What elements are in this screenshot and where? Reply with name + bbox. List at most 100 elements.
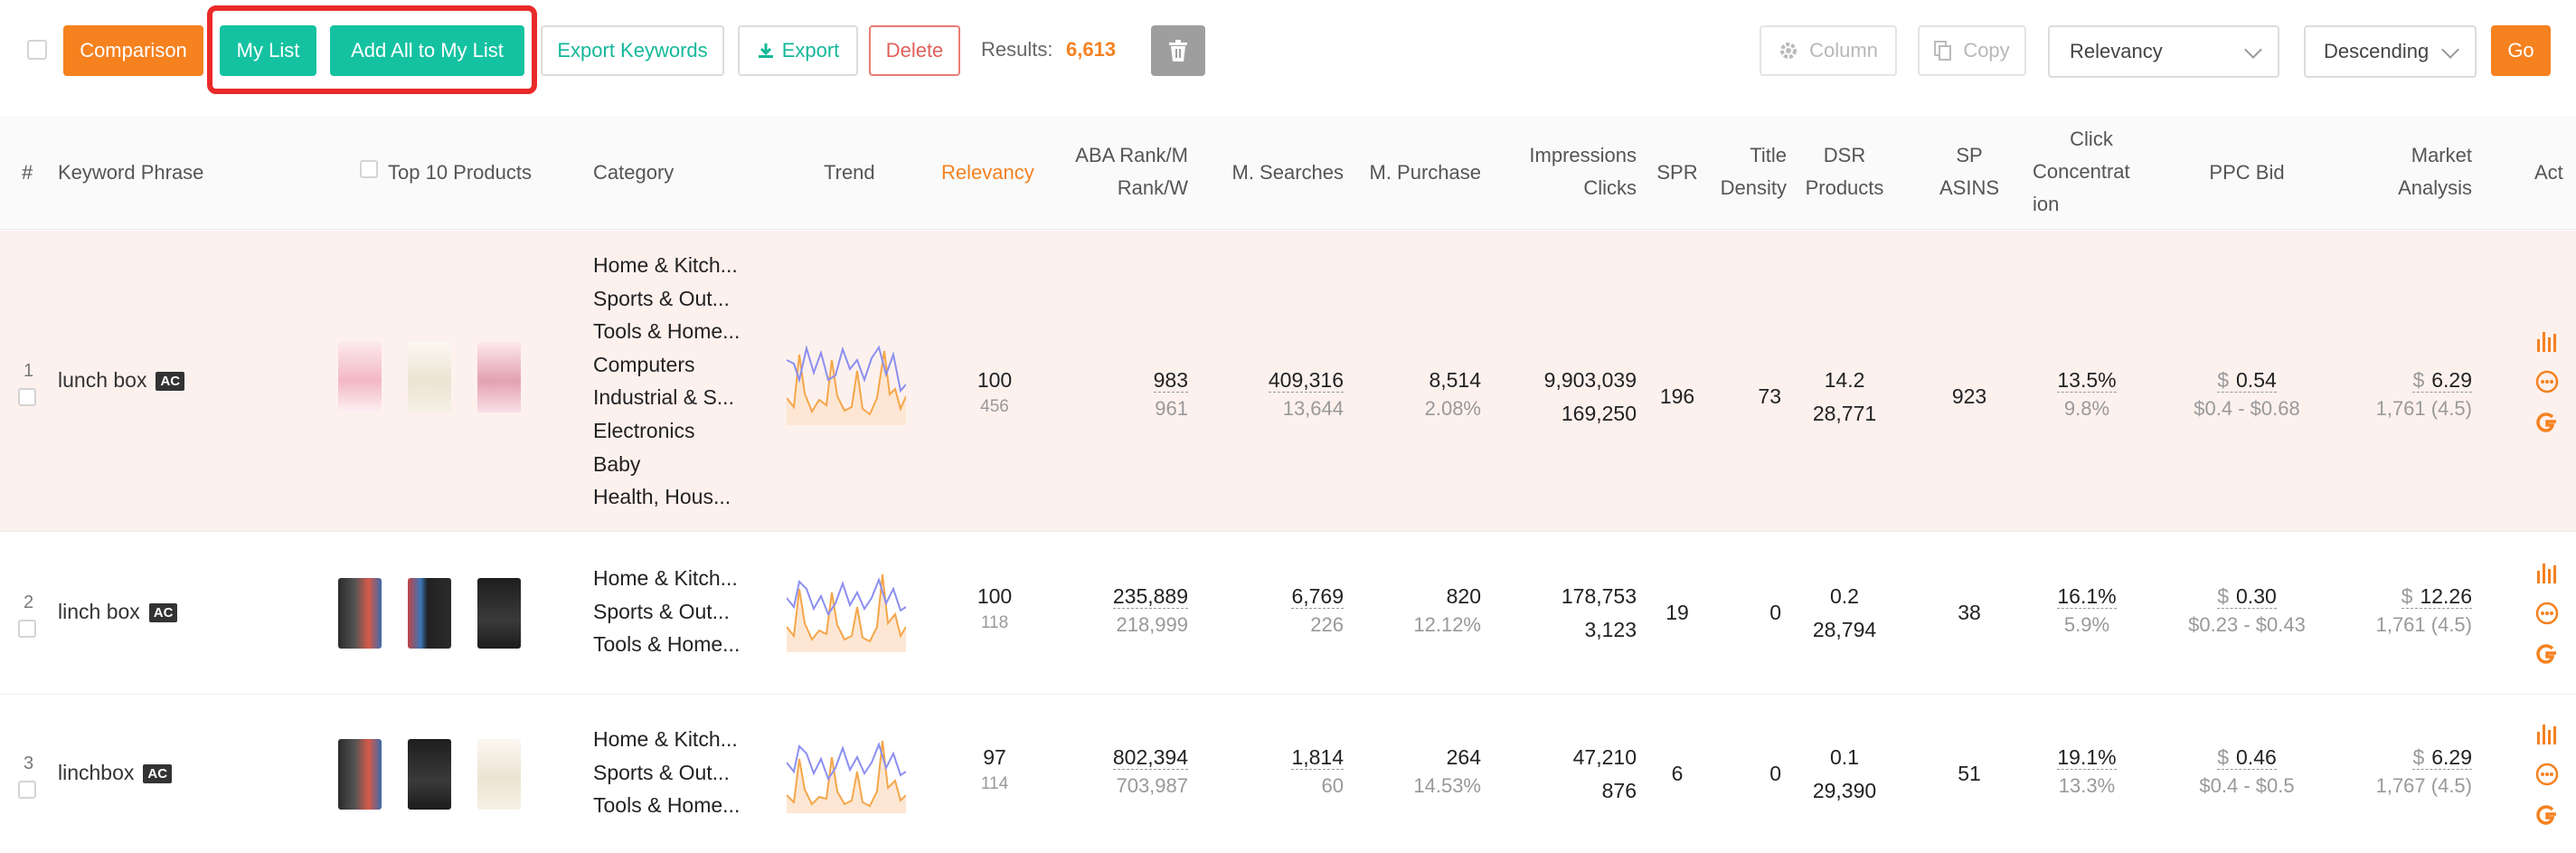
impressions-value: 9,903,039: [1543, 368, 1637, 392]
keyword-link[interactable]: linchbox AC: [58, 761, 173, 785]
product-thumbnail[interactable]: [338, 342, 382, 412]
click-concentration-value[interactable]: 19.1%: [2057, 745, 2117, 770]
product-thumbnail[interactable]: [477, 578, 521, 649]
m-searches-cell: 409,316 13,644: [1212, 364, 1344, 421]
google-icon[interactable]: [2534, 802, 2560, 828]
download-icon: [758, 43, 773, 58]
select-all-checkbox[interactable]: [27, 40, 47, 60]
toolbar: Comparison My List Add All to My List Ex…: [0, 0, 2576, 107]
sort-by-select[interactable]: Relevancy: [2048, 25, 2279, 78]
trend-sparkline[interactable]: [787, 344, 906, 425]
top10-checkbox[interactable]: [360, 160, 378, 178]
m-searches-value[interactable]: 1,814: [1291, 745, 1344, 770]
sort-order-select[interactable]: Descending: [2304, 25, 2477, 78]
google-icon[interactable]: [2534, 641, 2560, 667]
ppc-bid-value[interactable]: $0.30: [2217, 584, 2277, 609]
trash-button[interactable]: [1151, 25, 1205, 76]
click-concentration-value[interactable]: 16.1%: [2057, 584, 2117, 609]
dsr-cell: 0.2 28,794: [1799, 580, 1890, 646]
product-thumbnail[interactable]: [408, 739, 451, 810]
copy-button[interactable]: Copy: [1918, 25, 2026, 76]
comparison-button[interactable]: Comparison: [63, 25, 203, 76]
category-item: Home & Kitch...: [593, 727, 738, 751]
m-searches-value[interactable]: 409,316: [1268, 368, 1344, 393]
market-price[interactable]: $6.29: [2412, 745, 2472, 770]
row-checkbox[interactable]: [18, 781, 36, 799]
m-searches-sub: 13,644: [1282, 396, 1344, 420]
product-thumbnail[interactable]: [338, 739, 382, 810]
click-concentration-value[interactable]: 13.5%: [2057, 368, 2117, 393]
aba-rank-month[interactable]: 235,889: [1112, 584, 1188, 609]
bar-chart-icon[interactable]: [2534, 721, 2560, 746]
sp-asins-value: 51: [1958, 762, 1981, 785]
product-thumbnail[interactable]: [477, 739, 521, 810]
products-value: 29,390: [1812, 778, 1877, 802]
more-icon[interactable]: [2534, 369, 2560, 394]
col-sp-asins[interactable]: SP ASINS: [1926, 139, 2013, 204]
export-keywords-button[interactable]: Export Keywords: [541, 25, 724, 76]
product-thumbnail[interactable]: [408, 578, 451, 649]
col-impressions-clicks[interactable]: Impressions Clicks: [1501, 139, 1637, 204]
col-dsr-line1: DSR: [1823, 144, 1866, 166]
add-all-to-my-list-button[interactable]: Add All to My List: [330, 25, 524, 76]
row-checkbox[interactable]: [18, 620, 36, 638]
keyword-text: linch box: [58, 600, 140, 623]
category-item: Sports & Out...: [593, 286, 730, 310]
market-price[interactable]: $12.26: [2401, 584, 2472, 609]
col-m-searches[interactable]: M. Searches: [1231, 161, 1345, 184]
col-spr[interactable]: SPR: [1656, 161, 1698, 184]
col-title-density-line1: Title: [1750, 144, 1787, 166]
col-keyword-phrase[interactable]: Keyword Phrase: [58, 161, 204, 184]
go-button[interactable]: Go: [2491, 25, 2551, 76]
ppc-bid-value[interactable]: $0.46: [2217, 745, 2277, 770]
clicks-value: 876: [1601, 778, 1637, 802]
col-top-10-products: Top 10 Products: [388, 161, 532, 184]
col-aba-rank[interactable]: ABA Rank/M Rank/W: [1049, 139, 1188, 204]
product-thumbnail[interactable]: [408, 342, 451, 412]
column-label: Column: [1809, 39, 1878, 62]
trend-sparkline[interactable]: [787, 732, 906, 813]
category-item: Tools & Home...: [593, 632, 741, 657]
product-thumbnail[interactable]: [477, 342, 521, 412]
aba-rank-month[interactable]: 802,394: [1112, 745, 1188, 770]
col-aba-rank-line2: Rank/W: [1117, 176, 1188, 199]
delete-button[interactable]: Delete: [869, 25, 960, 76]
ppc-bid-cell: $0.30 $0.23 - $0.43: [2170, 580, 2324, 637]
my-list-button[interactable]: My List: [220, 25, 316, 76]
click-concentration-cell: 13.5% 9.8%: [2033, 364, 2141, 421]
col-click-concentration[interactable]: Click Concentrat ion: [2033, 123, 2150, 221]
keyword-link[interactable]: linch box AC: [58, 600, 178, 624]
col-m-purchase[interactable]: M. Purchase: [1369, 161, 1482, 184]
m-purchase-pct: 2.08%: [1424, 396, 1481, 420]
sort-by-value: Relevancy: [2070, 40, 2163, 62]
title-density-value: 0: [1769, 762, 1781, 785]
trend-sparkline[interactable]: [787, 571, 906, 652]
col-dsr-products[interactable]: DSR Products: [1799, 139, 1890, 204]
bar-chart-icon[interactable]: [2534, 328, 2560, 354]
keyword-link[interactable]: lunch box AC: [58, 368, 185, 393]
category-item: Baby: [593, 451, 641, 476]
more-icon[interactable]: [2534, 601, 2560, 626]
spr-value: 6: [1671, 762, 1684, 785]
product-thumbnail[interactable]: [338, 578, 382, 649]
market-price[interactable]: $6.29: [2412, 368, 2472, 393]
col-ppc-bid[interactable]: PPC Bid: [2209, 161, 2285, 184]
click-concentration-sub: 5.9%: [2063, 612, 2110, 636]
col-title-density[interactable]: Title Density: [1720, 139, 1787, 204]
impressions-cell: 47,210 876: [1501, 741, 1637, 807]
aba-rank-week: 218,999: [1116, 612, 1188, 636]
col-title-density-line2: Density: [1720, 176, 1787, 199]
bar-chart-icon[interactable]: [2534, 560, 2560, 585]
column-button[interactable]: Column: [1760, 25, 1897, 76]
clicks-value: 169,250: [1561, 401, 1637, 425]
aba-rank-month[interactable]: 983: [1153, 368, 1188, 393]
m-searches-value[interactable]: 6,769: [1291, 584, 1344, 609]
export-button[interactable]: Export: [738, 25, 858, 76]
highlight-box: [207, 5, 537, 94]
more-icon[interactable]: [2534, 762, 2560, 787]
google-icon[interactable]: [2534, 410, 2560, 435]
col-relevancy[interactable]: Relevancy: [941, 161, 1034, 184]
row-checkbox[interactable]: [18, 388, 36, 406]
ppc-bid-value[interactable]: $0.54: [2217, 368, 2277, 393]
col-trend: Trend: [824, 161, 875, 184]
